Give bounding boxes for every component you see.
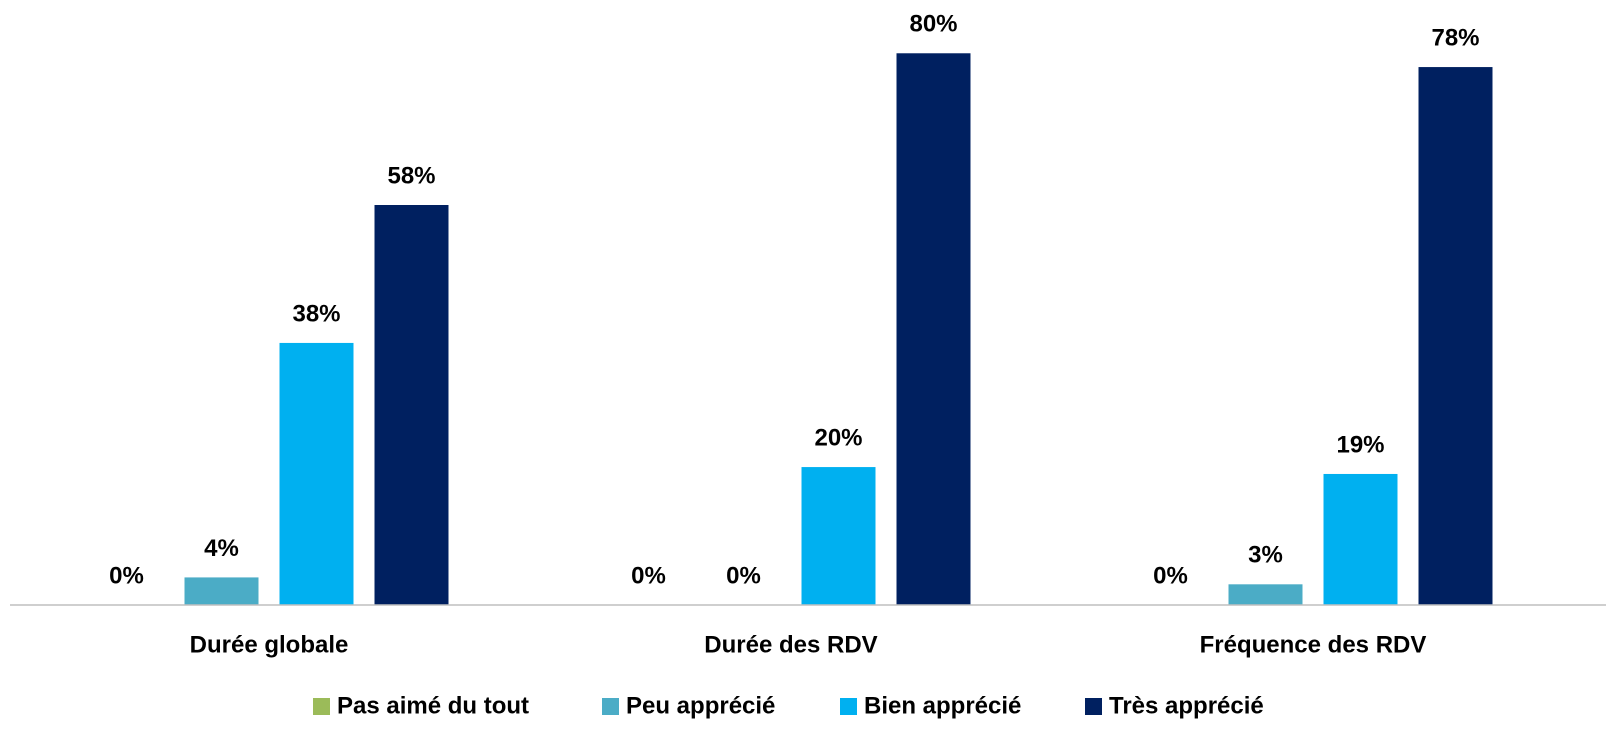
- x-tick-label: Durée globale: [190, 631, 349, 658]
- bar: [184, 577, 259, 605]
- data-label: 4%: [204, 535, 239, 562]
- legend-label: Bien apprécié: [864, 692, 1021, 719]
- data-label: 0%: [631, 562, 666, 589]
- legend-label: Pas aimé du tout: [337, 692, 529, 719]
- legend-swatch: [313, 698, 330, 715]
- data-label: 3%: [1248, 542, 1283, 569]
- data-label: 80%: [909, 11, 957, 38]
- data-label: 19%: [1336, 431, 1384, 458]
- data-label: 78%: [1431, 24, 1479, 51]
- bar: [896, 53, 971, 605]
- data-label: 0%: [109, 562, 144, 589]
- bar: [1323, 473, 1398, 605]
- data-label: 0%: [1153, 562, 1188, 589]
- bar: [801, 467, 876, 605]
- legend-swatch: [1085, 698, 1102, 715]
- bar: [1228, 584, 1303, 605]
- x-tick-label: Fréquence des RDV: [1200, 631, 1427, 658]
- bar: [1418, 67, 1493, 605]
- legend-label: Très apprécié: [1109, 692, 1264, 719]
- legend-swatch: [840, 698, 857, 715]
- bar: [279, 342, 354, 605]
- x-tick-label: Durée des RDV: [704, 631, 877, 658]
- data-label: 20%: [814, 424, 862, 451]
- legend-label: Peu apprécié: [626, 692, 775, 719]
- legend-swatch: [602, 698, 619, 715]
- data-label: 0%: [726, 562, 761, 589]
- data-label: 58%: [387, 162, 435, 189]
- bar: [374, 205, 449, 605]
- data-label: 38%: [292, 300, 340, 327]
